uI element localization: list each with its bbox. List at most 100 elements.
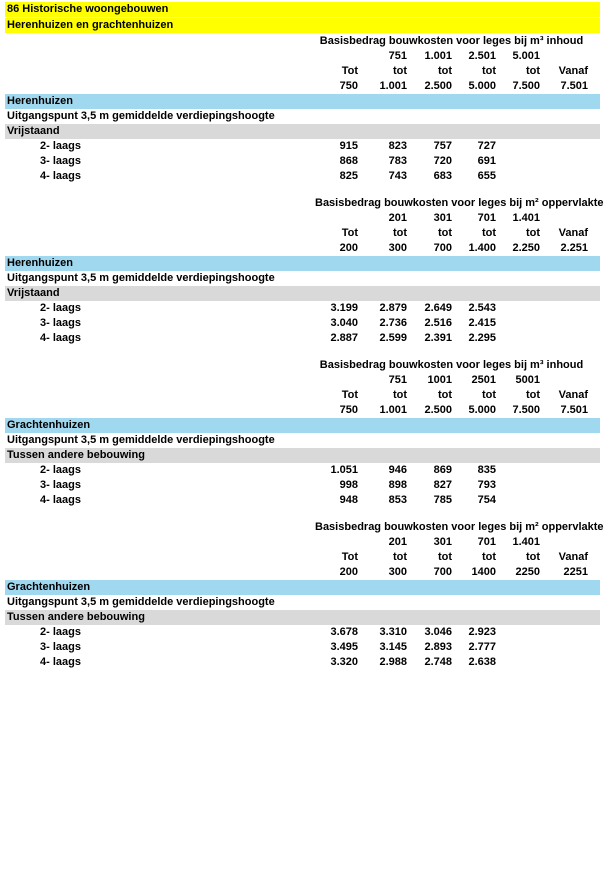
range-lower-cell: 5.000 — [468, 80, 496, 92]
value-cell: 757 — [433, 140, 452, 152]
spacer-cell — [5, 403, 315, 418]
spreadsheet: 86 Historische woongebouwen Herenhuizen … — [5, 2, 604, 670]
value-cell: 948 — [339, 494, 358, 506]
value-cell: 3.199 — [330, 302, 358, 314]
value-cell: 2.295 — [468, 332, 496, 344]
range-label-cell: Vanaf — [558, 65, 588, 77]
range-lower-cell: 1400 — [471, 566, 496, 578]
data-row: 3- laags 3.040 2.736 2.516 2.415 — [5, 316, 600, 331]
spacer-cell — [5, 535, 315, 550]
value-cell: 2.923 — [468, 626, 496, 638]
subsection-header: Vrijstaand — [5, 124, 600, 139]
doc-title-bar: 86 Historische woongebouwen — [5, 2, 600, 17]
value-cell — [496, 640, 540, 655]
value-cell — [540, 625, 588, 640]
range-label-cell: Tot — [341, 227, 358, 239]
value-cell — [496, 139, 540, 154]
table-title: Basisbedrag bouwkosten voor leges bij m²… — [315, 197, 604, 209]
value-cell: 825 — [339, 170, 358, 182]
range-label-cell: tot — [437, 389, 452, 401]
row-label: 2- laags — [40, 302, 81, 314]
range-upper-cell — [540, 49, 588, 64]
range-label-cell: tot — [392, 227, 407, 239]
spacer-cell — [5, 196, 315, 211]
range-label-row: Tot tot tot tot tot Vanaf — [5, 64, 600, 79]
value-cell: 2.638 — [468, 656, 496, 668]
spacer-cell — [5, 34, 315, 49]
table-title-row: Basisbedrag bouwkosten voor leges bij m³… — [5, 34, 600, 49]
range-label-cell: Tot — [341, 551, 358, 563]
spacer-cell — [5, 358, 315, 373]
data-row: 2- laags 1.051 946 869 835 — [5, 463, 600, 478]
range-upper-cell: 701 — [477, 212, 496, 224]
range-upper-row: 201 301 701 1.401 — [5, 535, 600, 550]
range-label-cell: Vanaf — [558, 389, 588, 401]
data-row: 4- laags 3.320 2.988 2.748 2.638 — [5, 655, 600, 670]
data-row: 3- laags 998 898 827 793 — [5, 478, 600, 493]
value-cell — [540, 316, 588, 331]
spacer-cell — [5, 79, 315, 94]
note-row: Uitgangspunt 3,5 m gemiddelde verdieping… — [7, 272, 275, 284]
range-lower-cell: 7.501 — [560, 404, 588, 416]
value-cell: 655 — [477, 170, 496, 182]
subsection-header: Vrijstaand — [5, 286, 600, 301]
value-cell: 2.415 — [468, 317, 496, 329]
value-cell: 2.736 — [379, 317, 407, 329]
value-cell: 2.893 — [424, 641, 452, 653]
row-label: 4- laags — [40, 170, 81, 182]
range-label-cell: tot — [481, 227, 496, 239]
range-upper-cell — [540, 535, 588, 550]
range-label-cell: tot — [525, 227, 540, 239]
value-cell: 1.051 — [330, 464, 358, 476]
range-upper-cell: 701 — [477, 536, 496, 548]
range-upper-row: 751 1001 2501 5001 — [5, 373, 600, 388]
value-cell — [496, 493, 540, 508]
range-lower-cell: 750 — [339, 80, 358, 92]
value-cell: 898 — [388, 479, 407, 491]
value-cell: 727 — [477, 140, 496, 152]
range-lower-cell: 1.001 — [379, 80, 407, 92]
range-label-cell: tot — [525, 551, 540, 563]
spacer-cell — [5, 550, 315, 565]
range-label-row: Tot tot tot tot tot Vanaf — [5, 226, 600, 241]
spacer-cell — [5, 520, 315, 535]
value-cell: 720 — [433, 155, 452, 167]
value-cell: 691 — [477, 155, 496, 167]
range-upper-cell: 201 — [388, 536, 407, 548]
note-row: Uitgangspunt 3,5 m gemiddelde verdieping… — [7, 596, 275, 608]
range-upper-cell: 5001 — [515, 374, 540, 386]
table-title: Basisbedrag bouwkosten voor leges bij m²… — [315, 521, 604, 533]
spacer-cell — [5, 388, 315, 403]
value-cell: 946 — [388, 464, 407, 476]
value-cell — [540, 493, 588, 508]
spacer-cell — [5, 211, 315, 226]
value-cell: 3.145 — [379, 641, 407, 653]
note-row: Uitgangspunt 3,5 m gemiddelde verdieping… — [7, 434, 275, 446]
spacer-cell — [5, 64, 315, 79]
range-lower-cell: 200 — [339, 566, 358, 578]
spacer-cell — [5, 226, 315, 241]
value-cell: 853 — [388, 494, 407, 506]
range-lower-cell: 2.500 — [424, 404, 452, 416]
range-upper-cell: 1.401 — [512, 536, 540, 548]
value-cell — [540, 169, 588, 184]
range-lower-cell: 2250 — [515, 566, 540, 578]
value-cell: 3.320 — [330, 656, 358, 668]
value-cell: 827 — [433, 479, 452, 491]
range-lower-row: 200 300 700 1400 2250 2251 — [5, 565, 600, 580]
range-lower-cell: 300 — [388, 242, 407, 254]
range-upper-cell: 301 — [433, 212, 452, 224]
value-cell: 793 — [477, 479, 496, 491]
row-label: 3- laags — [40, 479, 81, 491]
table-title: Basisbedrag bouwkosten voor leges bij m³… — [319, 359, 584, 371]
range-label-cell: Tot — [341, 65, 358, 77]
range-label-cell: tot — [481, 551, 496, 563]
value-cell — [496, 169, 540, 184]
value-cell — [540, 640, 588, 655]
cost-table-grachtenhuizen-m3: Basisbedrag bouwkosten voor leges bij m³… — [5, 358, 600, 508]
value-cell: 3.040 — [330, 317, 358, 329]
value-cell: 823 — [388, 140, 407, 152]
range-lower-cell: 700 — [433, 242, 452, 254]
row-label: 2- laags — [40, 464, 81, 476]
range-label-row: Tot tot tot tot tot Vanaf — [5, 388, 600, 403]
